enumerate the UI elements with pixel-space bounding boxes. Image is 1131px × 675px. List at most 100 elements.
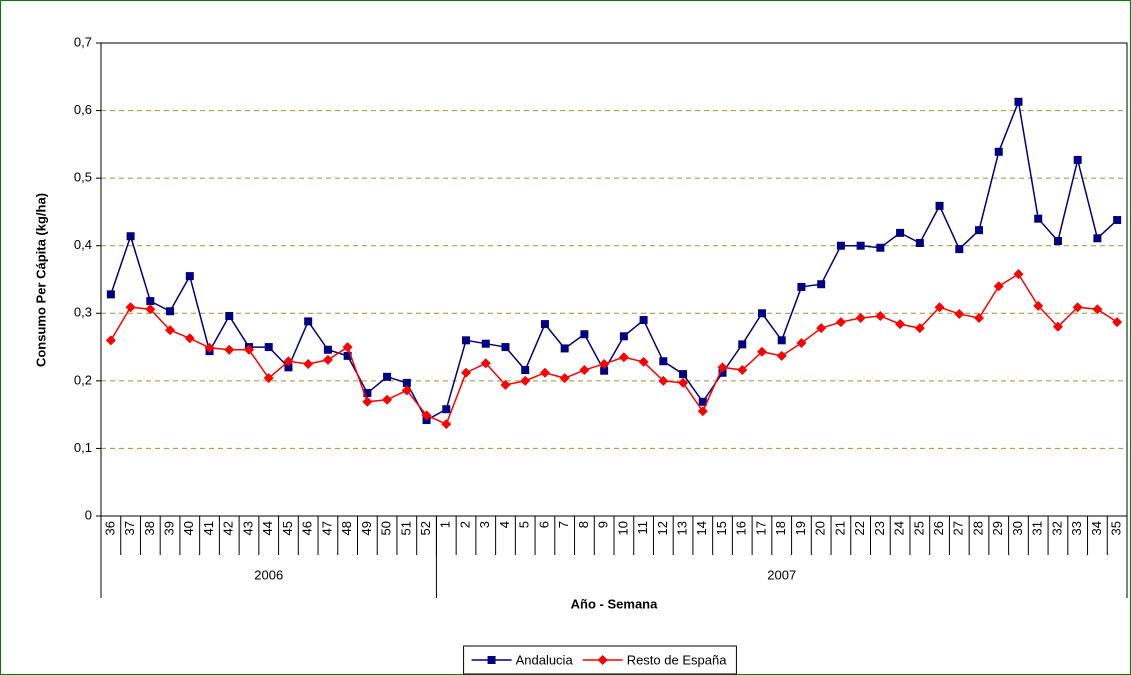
data-point (915, 239, 924, 248)
x-tick-label: 48 (339, 521, 354, 535)
x-tick-label: 42 (221, 521, 236, 535)
data-point (757, 309, 766, 318)
data-point (1052, 321, 1063, 332)
data-point (1073, 155, 1082, 164)
data-point (442, 405, 451, 414)
legend-label: Resto de España (627, 652, 728, 667)
data-point (560, 344, 569, 353)
data-point (718, 368, 727, 377)
data-point (659, 357, 668, 366)
legend-label: Andalucia (516, 652, 574, 667)
data-point (855, 313, 866, 324)
data-point (382, 394, 393, 405)
data-point (738, 340, 747, 349)
data-point (1013, 269, 1024, 280)
data-point (441, 419, 452, 430)
data-point (638, 356, 649, 367)
data-point (462, 336, 471, 345)
data-point (343, 351, 352, 360)
data-point (224, 344, 235, 355)
data-point (1034, 214, 1043, 223)
data-point (342, 342, 353, 353)
x-tick-label: 17 (753, 521, 768, 535)
x-tick-label: 16 (734, 521, 749, 535)
x-tick-label: 11 (635, 521, 650, 535)
data-point (165, 325, 176, 336)
x-tick-label: 23 (872, 521, 887, 535)
data-point (816, 323, 827, 334)
x-tick-label: 1 (438, 521, 453, 528)
data-point (1014, 97, 1023, 106)
data-point (559, 373, 570, 384)
x-tick-label: 47 (319, 521, 334, 535)
data-point (145, 304, 156, 315)
data-point (994, 147, 1003, 156)
x-tick-label: 32 (1049, 521, 1064, 535)
data-point (125, 302, 136, 313)
x-tick-label: 7 (556, 521, 571, 528)
data-point (243, 344, 254, 355)
data-point (856, 241, 865, 250)
x-tick-label: 45 (280, 521, 295, 535)
data-point (993, 281, 1004, 292)
data-point (520, 375, 531, 386)
y-axis-label: Consumo Per Cápita (kg/ha) (33, 193, 48, 367)
data-point (322, 354, 333, 365)
data-point (263, 373, 274, 384)
data-point (797, 282, 806, 291)
data-point (678, 377, 689, 388)
data-point (974, 313, 985, 324)
data-point (126, 232, 135, 241)
data-point (618, 352, 629, 363)
data-point (1112, 317, 1123, 328)
data-point (1033, 300, 1044, 311)
data-point (639, 316, 648, 325)
data-point (283, 356, 294, 367)
x-tick-label: 4 (497, 521, 512, 528)
y-tick-label: 0,6 (74, 102, 92, 117)
data-point (836, 241, 845, 250)
data-point (421, 410, 432, 421)
data-point (600, 366, 609, 375)
legend: Andalucia Resto de España (463, 645, 737, 675)
data-point (975, 226, 984, 235)
x-tick-label: 22 (852, 521, 867, 535)
x-tick-label: 18 (773, 521, 788, 535)
data-point (225, 311, 234, 320)
data-point (777, 336, 786, 345)
data-point (1093, 234, 1102, 243)
x-tick-label: 34 (1089, 521, 1104, 535)
data-point (954, 308, 965, 319)
data-point (1053, 236, 1062, 245)
data-point (579, 365, 590, 376)
data-point (204, 342, 215, 353)
x-tick-label: 20 (813, 521, 828, 535)
data-point (304, 317, 313, 326)
data-point (185, 272, 194, 281)
data-point (914, 323, 925, 334)
data-point (756, 346, 767, 357)
data-point (875, 310, 886, 321)
series-line (110, 273, 1118, 426)
y-tick-label: 0 (85, 507, 92, 522)
data-point (679, 370, 688, 379)
x-tick-label: 41 (201, 521, 216, 535)
series-line (110, 99, 1118, 422)
data-point (166, 307, 175, 316)
data-point (835, 317, 846, 328)
data-point (481, 339, 490, 348)
data-point (796, 338, 807, 349)
data-point (896, 228, 905, 237)
data-point (717, 362, 728, 373)
data-point (521, 366, 530, 375)
x-tick-label: 3 (477, 521, 492, 528)
data-point (955, 245, 964, 254)
data-point (383, 372, 392, 381)
x-tick-label: 43 (240, 521, 255, 535)
data-point (461, 367, 472, 378)
x-tick-label: 52 (418, 521, 433, 535)
data-point (303, 358, 314, 369)
x-tick-label: 44 (260, 521, 275, 535)
data-point (619, 332, 628, 341)
